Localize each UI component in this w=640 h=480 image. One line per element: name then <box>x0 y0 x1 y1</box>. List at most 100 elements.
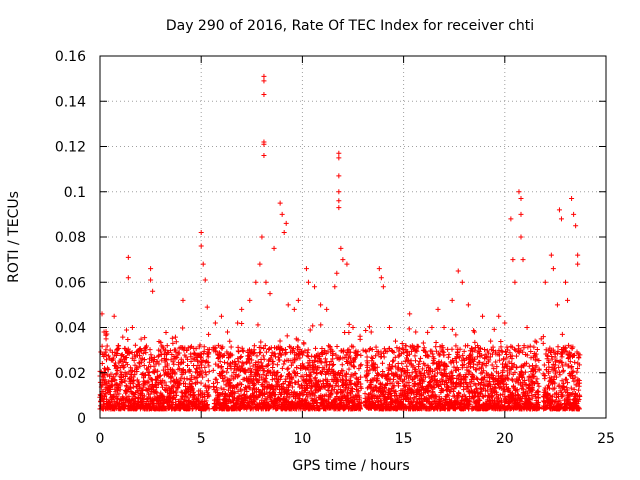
x-tick-label: 20 <box>496 431 514 447</box>
data-point <box>123 383 129 389</box>
data-point-outlier <box>340 257 346 263</box>
data-point <box>365 370 371 376</box>
data-point <box>500 369 506 375</box>
data-point-outlier <box>103 336 109 342</box>
data-point <box>342 329 348 335</box>
data-point <box>108 371 114 377</box>
data-point <box>419 383 425 389</box>
data-point <box>576 355 582 361</box>
data-point <box>289 399 295 405</box>
data-point-outlier <box>334 270 340 276</box>
data-point <box>227 398 233 404</box>
data-point <box>244 388 250 394</box>
data-point <box>202 364 208 370</box>
data-point <box>520 374 526 380</box>
data-point <box>399 341 405 347</box>
data-point <box>531 373 537 379</box>
data-point <box>255 359 261 365</box>
data-point <box>533 363 539 369</box>
data-point <box>477 385 483 391</box>
data-point <box>163 357 169 363</box>
data-point <box>198 380 204 386</box>
data-point <box>481 346 487 352</box>
data-point <box>396 353 402 359</box>
data-point <box>227 338 233 344</box>
data-point <box>213 348 219 354</box>
data-point <box>296 350 302 356</box>
data-point <box>182 369 188 375</box>
data-point <box>358 374 364 380</box>
data-point <box>333 400 339 406</box>
data-point <box>541 362 547 368</box>
data-point <box>433 344 439 350</box>
data-point <box>555 348 561 354</box>
data-point <box>496 352 502 358</box>
data-point <box>324 380 330 386</box>
data-point-outlier <box>550 266 556 272</box>
data-point <box>248 348 254 354</box>
data-point <box>515 378 521 384</box>
data-point-outlier <box>291 306 297 312</box>
data-point <box>408 374 414 380</box>
data-point <box>129 397 135 403</box>
data-point <box>295 337 301 343</box>
data-point-outlier <box>380 284 386 290</box>
data-point <box>164 343 170 349</box>
data-point-outlier <box>101 329 107 335</box>
data-point <box>177 378 183 384</box>
data-point <box>563 376 569 382</box>
data-point <box>576 406 582 412</box>
data-point <box>394 345 400 351</box>
data-point <box>478 346 484 352</box>
data-point <box>195 379 201 385</box>
data-point <box>305 347 311 353</box>
data-point <box>566 342 572 348</box>
data-point-outlier <box>156 347 162 353</box>
data-point <box>363 328 369 334</box>
y-tick-label: 0.1 <box>64 185 86 201</box>
data-point <box>347 349 353 355</box>
data-point <box>234 382 240 388</box>
data-point <box>307 327 313 333</box>
data-point <box>229 373 235 379</box>
data-point <box>146 370 152 376</box>
data-point <box>543 347 549 353</box>
data-point-outlier <box>285 302 291 308</box>
data-point <box>565 355 571 361</box>
data-point <box>489 362 495 368</box>
data-point <box>327 344 333 350</box>
data-point <box>456 367 462 373</box>
data-point <box>327 383 333 389</box>
data-point <box>236 359 242 365</box>
data-point <box>367 367 373 373</box>
data-point-outlier <box>257 261 263 267</box>
data-point <box>461 362 467 368</box>
data-point <box>103 390 109 396</box>
data-point <box>577 392 583 398</box>
data-point <box>477 359 483 365</box>
data-point <box>295 378 301 384</box>
data-point <box>441 367 447 373</box>
data-point <box>372 361 378 367</box>
data-point <box>478 391 484 397</box>
data-point <box>453 343 459 349</box>
data-point <box>576 405 582 411</box>
data-point <box>536 399 542 405</box>
data-point <box>572 374 578 380</box>
data-point <box>466 369 472 375</box>
data-point-outlier <box>336 155 342 161</box>
data-point <box>378 384 384 390</box>
data-point <box>193 346 199 352</box>
data-point <box>453 359 459 365</box>
data-point <box>483 363 489 369</box>
data-point <box>124 355 130 361</box>
data-point <box>392 354 398 360</box>
data-point <box>566 363 572 369</box>
data-point <box>221 352 227 358</box>
data-point <box>546 364 552 370</box>
data-point <box>171 393 177 399</box>
data-point <box>564 385 570 391</box>
data-point <box>504 344 510 350</box>
data-point <box>493 385 499 391</box>
data-point <box>263 375 269 381</box>
